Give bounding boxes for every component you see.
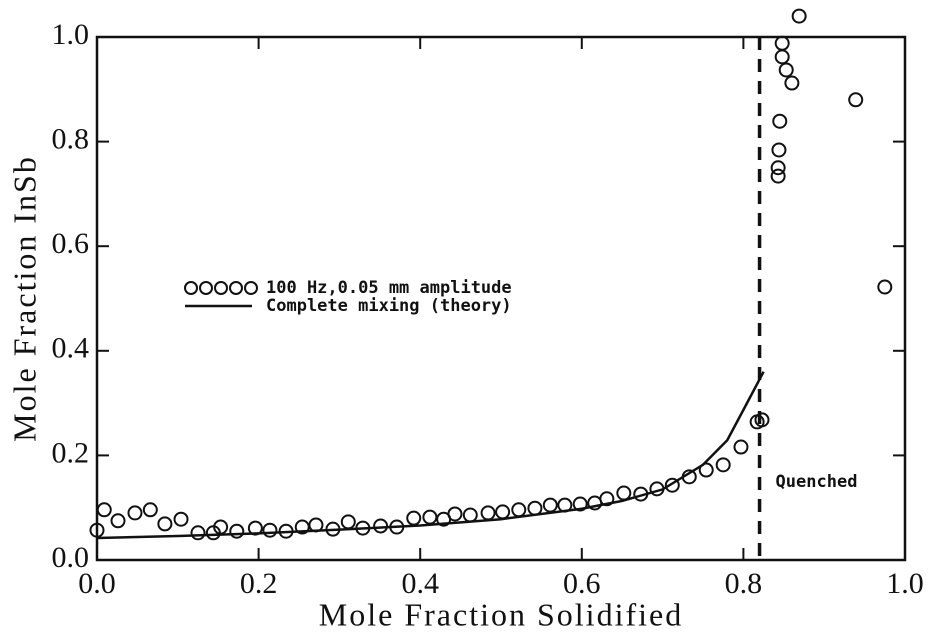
plot-frame: [95, 35, 907, 562]
data-point: [142, 502, 158, 518]
legend-marker: [229, 281, 243, 295]
x-tick-label: 1.0: [886, 567, 924, 600]
data-point: [373, 518, 389, 534]
data-point: [784, 75, 800, 91]
data-point: [422, 509, 438, 525]
x-axis-label: Mole Fraction Solidified: [319, 596, 683, 632]
x-tick-label: 0.4: [401, 567, 439, 600]
y-tick-label: 1.0: [52, 18, 90, 51]
data-point: [715, 457, 731, 473]
data-point: [774, 49, 790, 65]
data-point: [770, 160, 786, 176]
data-point: [127, 505, 143, 521]
data-point: [480, 505, 496, 521]
legend-marker: [199, 281, 213, 295]
data-point: [229, 523, 245, 539]
data-point: [733, 439, 749, 455]
data-point: [89, 522, 105, 538]
data-point: [294, 519, 310, 535]
data-point: [599, 491, 615, 507]
y-axis-label: Mole Fraction InSb: [6, 155, 42, 442]
theory-line: [96, 371, 765, 540]
data-point: [542, 497, 558, 513]
data-point: [616, 485, 632, 501]
x-tick-label: 0.0: [78, 567, 116, 600]
data-point: [511, 502, 527, 518]
data-point: [698, 462, 714, 478]
data-point: [462, 507, 478, 523]
data-point: [262, 522, 278, 538]
data-point: [772, 113, 788, 129]
legend-marker: [214, 281, 228, 295]
data-point: [771, 142, 787, 158]
data-point: [110, 513, 126, 529]
data-point: [778, 62, 794, 78]
data-point: [848, 92, 864, 108]
data-point: [877, 279, 893, 295]
y-tick-label: 0.4: [52, 332, 90, 365]
data-point: [190, 525, 206, 541]
y-tick-label: 0.8: [52, 122, 90, 155]
y-tick-label: 0.0: [52, 541, 90, 574]
x-tick-label: 0.6: [563, 567, 601, 600]
data-point: [770, 168, 786, 184]
data-point: [495, 504, 511, 520]
data-point: [754, 412, 770, 428]
data-point: [527, 500, 543, 516]
y-tick-label: 0.6: [52, 227, 90, 260]
data-point: [96, 502, 112, 518]
data-point: [791, 8, 807, 24]
legend-label: Complete mixing (theory): [266, 296, 512, 316]
data-point: [406, 510, 422, 526]
x-tick-label: 0.2: [240, 567, 278, 600]
data-point: [572, 496, 588, 512]
legend-marker: [244, 281, 258, 295]
x-tick-label: 0.8: [725, 567, 763, 600]
data-point: [340, 514, 356, 530]
annotation: Quenched: [776, 472, 858, 492]
data-point: [157, 516, 173, 532]
data-point: [774, 35, 790, 51]
data-point: [173, 511, 189, 527]
data-point: [447, 506, 463, 522]
legend-label: 100 Hz,0.05 mm amplitude: [266, 278, 512, 298]
y-tick-label: 0.2: [52, 436, 90, 469]
data-point: [664, 477, 680, 493]
legend-marker: [184, 281, 198, 295]
